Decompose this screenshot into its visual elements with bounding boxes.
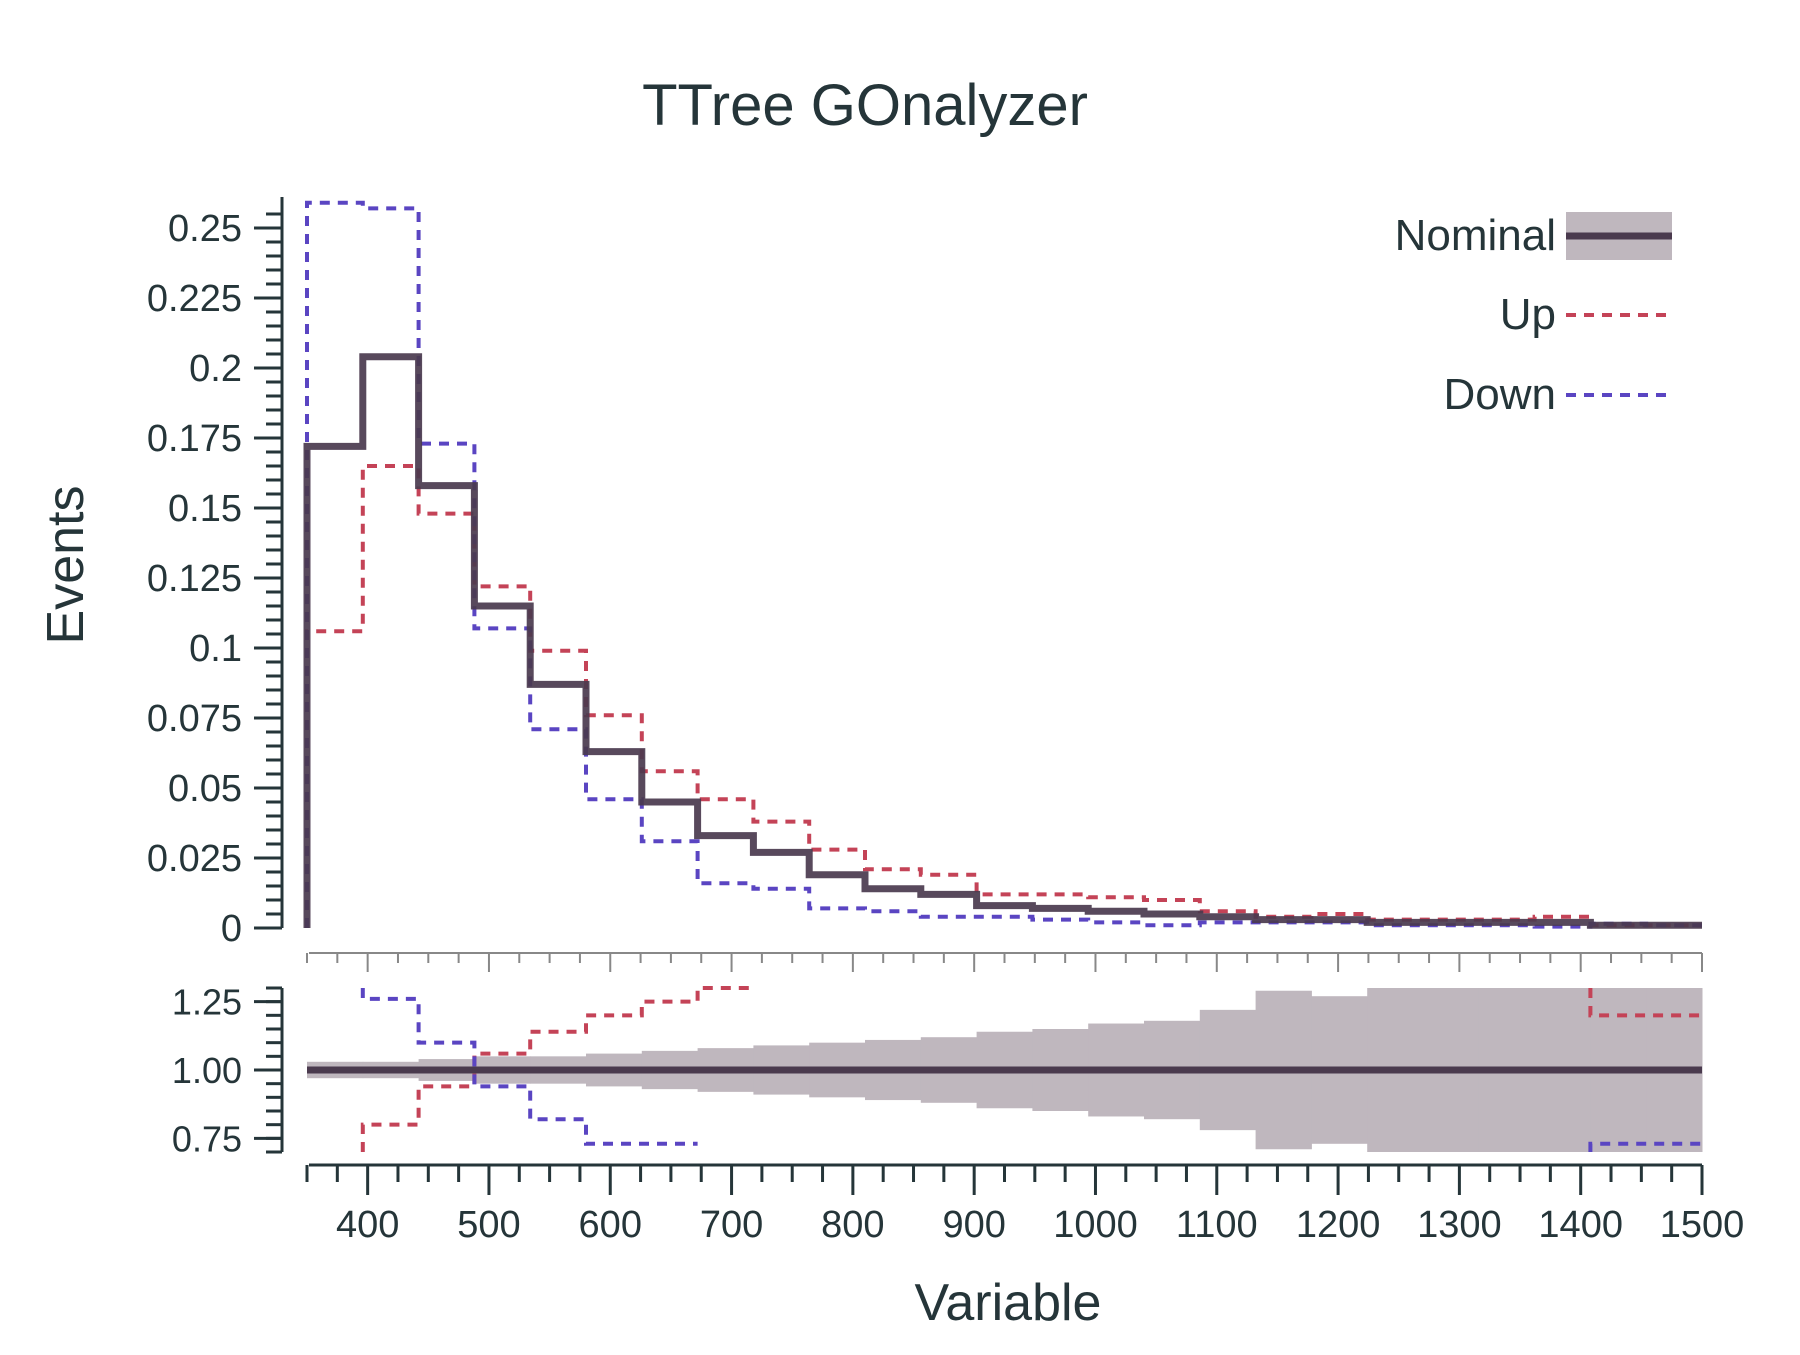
legend-label-nominal: Nominal bbox=[1395, 211, 1556, 260]
x-axis-label: Variable bbox=[915, 1274, 1102, 1332]
series-down-line bbox=[305, 200, 1702, 929]
x-tick-label: 400 bbox=[336, 1204, 399, 1246]
x-tick-label: 1100 bbox=[1176, 1204, 1258, 1246]
ratio-down-line bbox=[360, 988, 1702, 1152]
ratio-up-line bbox=[360, 986, 1702, 1152]
x-tick-label: 1200 bbox=[1296, 1204, 1381, 1246]
ratio-y-tick-label: 1.25 bbox=[172, 982, 242, 1023]
y-tick-label: 0 bbox=[221, 908, 242, 950]
x-tick-label: 700 bbox=[700, 1204, 763, 1246]
y-tick-label: 0.225 bbox=[147, 278, 242, 320]
series-up-line bbox=[305, 464, 1702, 928]
y-tick-label: 0.15 bbox=[168, 488, 242, 530]
y-tick-label: 0.2 bbox=[189, 348, 242, 390]
x-tick-label: 600 bbox=[579, 1204, 642, 1246]
ratio-y-tick-label: 1.00 bbox=[172, 1050, 242, 1091]
y-tick-label: 0.05 bbox=[168, 768, 242, 810]
x-tick-label: 1500 bbox=[1660, 1204, 1745, 1246]
x-tick-label: 1400 bbox=[1538, 1204, 1623, 1246]
legend-label-down: Down bbox=[1444, 370, 1557, 419]
x-tick-label: 1000 bbox=[1053, 1204, 1138, 1246]
ratio-y-tick-label: 0.75 bbox=[172, 1118, 242, 1159]
y-tick-label: 0.25 bbox=[168, 208, 242, 250]
y-axis-label: Events bbox=[37, 486, 95, 645]
y-tick-label: 0.1 bbox=[189, 628, 242, 670]
x-tick-label: 500 bbox=[457, 1204, 520, 1246]
y-tick-label: 0.075 bbox=[147, 698, 242, 740]
y-tick-label: 0.175 bbox=[147, 418, 242, 460]
y-tick-label: 0.025 bbox=[147, 838, 242, 880]
chart-title: TTree GOnalyzer bbox=[642, 73, 1088, 138]
y-tick-label: 0.125 bbox=[147, 558, 242, 600]
x-tick-label: 900 bbox=[942, 1204, 1005, 1246]
legend: Nominal Up Down bbox=[1395, 211, 1672, 419]
main-panel: 0 0.025 0.05 0.075 0.1 0.125 0.15 0.175 0.2 0.225… bbox=[147, 197, 1703, 972]
series-nominal-line bbox=[303, 353, 1702, 929]
ratio-panel: 0.75 1.00 1.25 400 500 600 700 800 900 1000 1100 12… bbox=[172, 982, 1744, 1246]
x-tick-label: 800 bbox=[821, 1204, 884, 1246]
legend-label-up: Up bbox=[1500, 290, 1556, 339]
x-tick-label: 1300 bbox=[1417, 1204, 1502, 1246]
